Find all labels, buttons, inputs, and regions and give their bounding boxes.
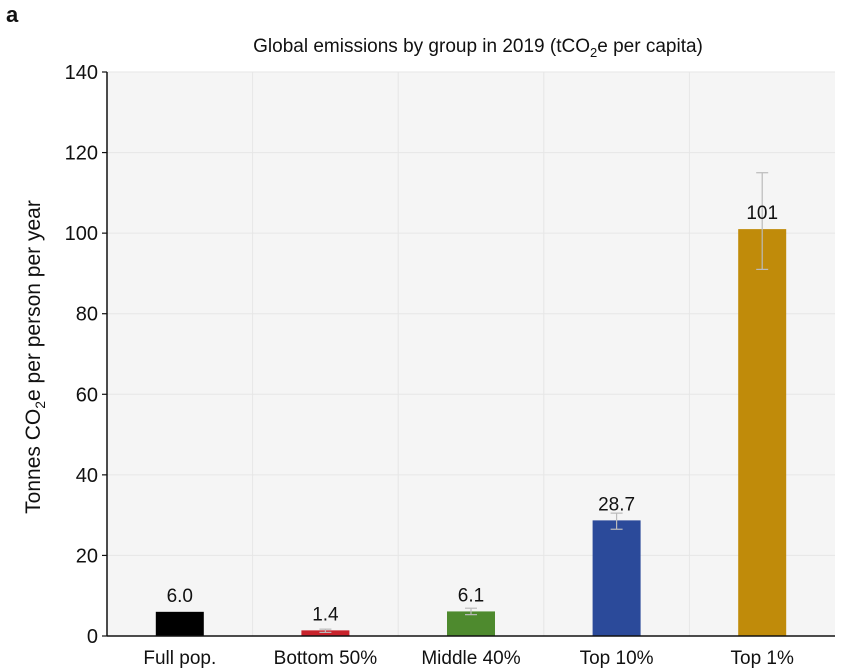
y-tick-label: 40 <box>76 465 98 487</box>
panel-label: a <box>6 2 19 27</box>
bar-4 <box>592 520 641 636</box>
y-tick-label: 120 <box>65 143 98 165</box>
value-label-3: 6.1 <box>458 585 484 606</box>
x-tick-label-3: Middle 40% <box>421 648 520 669</box>
value-label-5: 101 <box>746 203 778 224</box>
value-labels: 6.0 1.4 6.1 28.7 101 <box>167 203 778 625</box>
y-tick-label: 20 <box>76 545 98 567</box>
bar-5 <box>738 229 787 636</box>
chart-title: Global emissions by group in 2019 (tCO2e… <box>253 36 703 60</box>
y-tick-label: 60 <box>76 384 98 406</box>
error-bar-5 <box>756 172 769 270</box>
y-tick-label: 140 <box>65 62 98 84</box>
x-tick-label-2: Bottom 50% <box>274 648 378 669</box>
y-tick-labels: 0 20 40 60 80 100 120 140 <box>65 62 98 648</box>
gridlines <box>107 71 835 636</box>
x-tick-label-5: Top 1% <box>731 648 794 669</box>
error-bar-4 <box>610 512 623 530</box>
bar-1 <box>155 611 204 636</box>
y-tick-label: 0 <box>87 626 98 648</box>
error-bar-2 <box>319 628 332 633</box>
plot-background <box>107 72 835 636</box>
bar-2 <box>301 630 350 636</box>
value-label-1: 6.0 <box>167 586 193 607</box>
value-label-4: 28.7 <box>598 494 635 515</box>
x-tick-labels: Full pop. Bottom 50% Middle 40% Top 10% Top … <box>143 648 794 669</box>
error-bar-3 <box>465 607 477 616</box>
y-tick-label: 100 <box>65 223 98 245</box>
y-axis-label: Tonnes CO2e per person per year <box>22 200 48 514</box>
bars <box>155 229 787 636</box>
y-tick-label: 80 <box>76 304 98 326</box>
value-label-2: 1.4 <box>312 604 339 625</box>
error-bars <box>319 172 769 633</box>
axes <box>102 71 835 637</box>
x-tick-label-1: Full pop. <box>143 648 216 669</box>
bar-3 <box>447 611 495 636</box>
x-tick-label-4: Top 10% <box>580 648 654 669</box>
